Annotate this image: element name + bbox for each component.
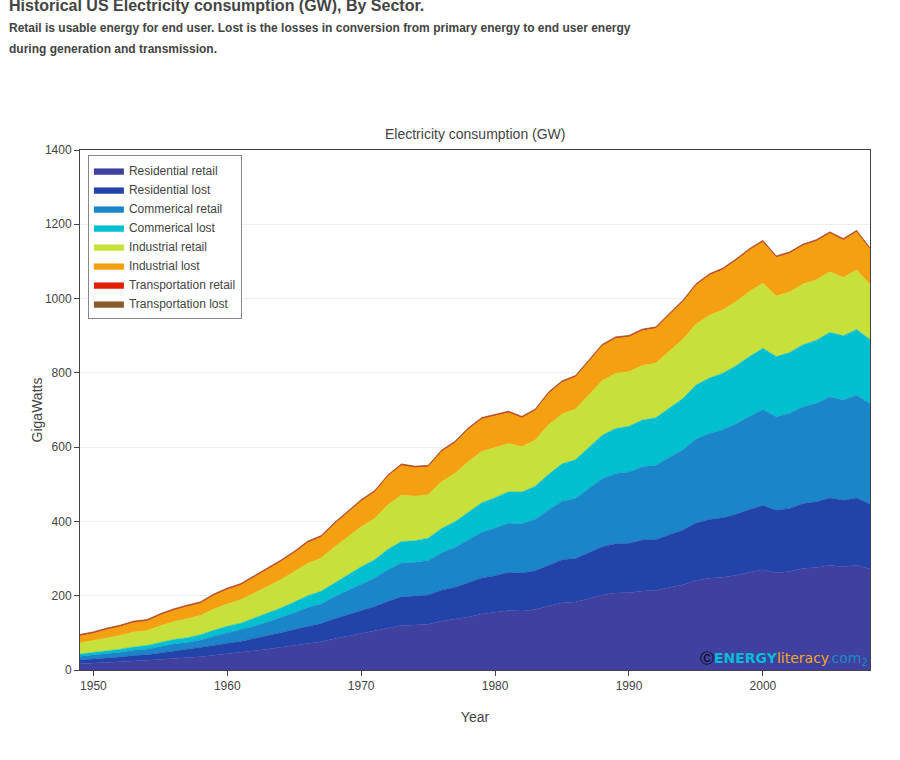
- svg-text:400: 400: [52, 515, 72, 529]
- svg-text:1950: 1950: [80, 679, 107, 693]
- svg-text:0: 0: [65, 663, 72, 677]
- svg-text:Industrial retail: Industrial retail: [129, 240, 207, 254]
- svg-text:1980: 1980: [482, 679, 509, 693]
- svg-text:Electricity consumption (GW): Electricity consumption (GW): [385, 126, 565, 142]
- svg-text:GigaWatts: GigaWatts: [29, 378, 45, 443]
- svg-text:Commerical retail: Commerical retail: [129, 202, 222, 216]
- svg-text:1200: 1200: [45, 217, 72, 231]
- svg-text:ⒸENERGYliteracy.com​2​: ⒸENERGYliteracy.com​2​: [700, 650, 868, 668]
- svg-text:Residential retail: Residential retail: [129, 164, 218, 178]
- svg-text:800: 800: [52, 366, 72, 380]
- svg-text:Transportation lost: Transportation lost: [129, 297, 229, 311]
- svg-text:Historical US Electricity cons: Historical US Electricity consumption (G…: [9, 0, 631, 56]
- svg-text:Transportation retail: Transportation retail: [129, 278, 235, 292]
- svg-text:1400: 1400: [45, 143, 72, 157]
- svg-text:Year: Year: [461, 709, 490, 725]
- svg-text:1960: 1960: [214, 679, 241, 693]
- svg-text:600: 600: [52, 440, 72, 454]
- svg-text:2000: 2000: [750, 679, 777, 693]
- svg-text:1970: 1970: [348, 679, 375, 693]
- svg-text:Residential lost: Residential lost: [129, 183, 211, 197]
- svg-text:1000: 1000: [45, 292, 72, 306]
- svg-text:1990: 1990: [616, 679, 643, 693]
- svg-text:Commerical lost: Commerical lost: [129, 221, 216, 235]
- svg-text:Industrial lost: Industrial lost: [129, 259, 200, 273]
- svg-text:200: 200: [52, 589, 72, 603]
